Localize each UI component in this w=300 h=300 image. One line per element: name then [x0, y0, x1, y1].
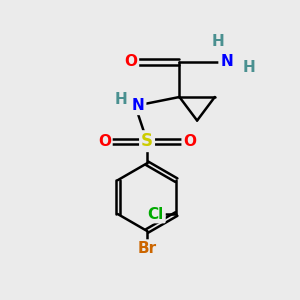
Text: O: O [98, 134, 111, 149]
Text: O: O [183, 134, 196, 149]
Text: N: N [220, 54, 233, 69]
Text: O: O [124, 54, 137, 69]
Text: H: H [114, 92, 127, 107]
Text: H: H [242, 60, 255, 75]
Text: Br: Br [137, 241, 157, 256]
Text: N: N [132, 98, 145, 113]
Text: S: S [141, 132, 153, 150]
Text: Cl: Cl [148, 206, 164, 221]
Text: H: H [211, 34, 224, 49]
